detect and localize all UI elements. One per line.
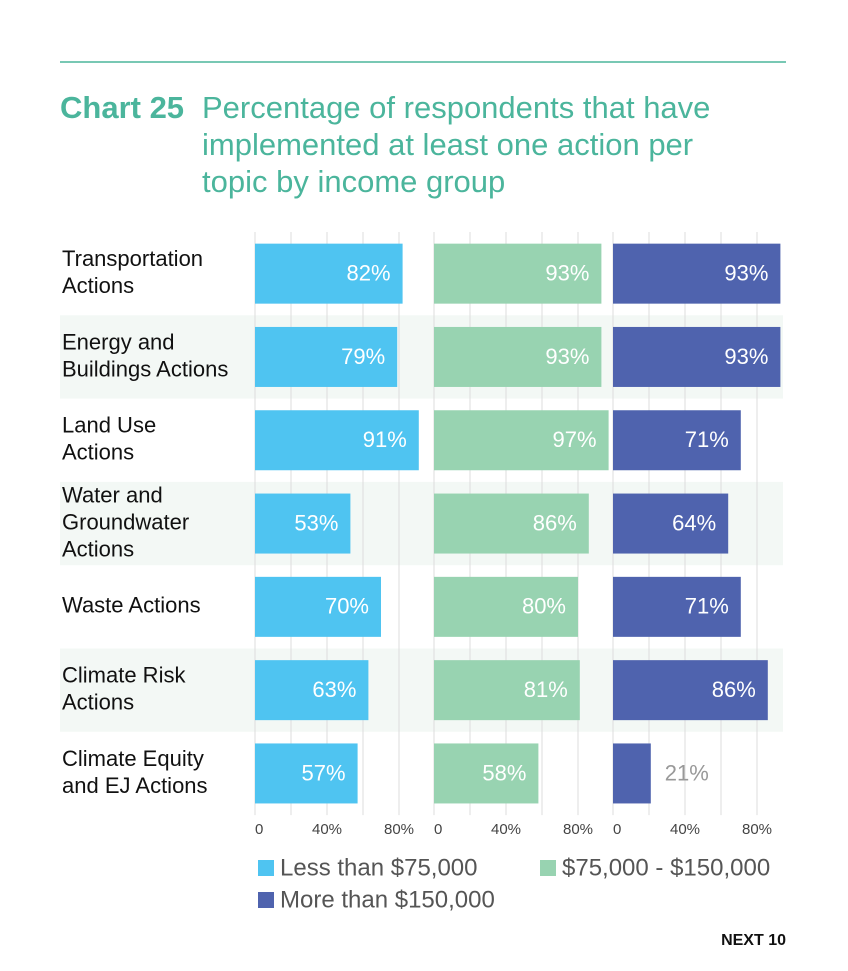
value-label: 93% xyxy=(545,344,589,369)
bar xyxy=(255,243,403,304)
chart-label: Chart 25 xyxy=(60,90,184,125)
bar xyxy=(613,576,741,637)
category-label: Transportation xyxy=(62,246,203,271)
value-label: 53% xyxy=(294,510,338,535)
value-label: 71% xyxy=(685,594,729,619)
x-tick-label: 80% xyxy=(563,821,593,838)
value-label: 58% xyxy=(482,760,526,785)
category-label: Buildings Actions xyxy=(62,356,228,381)
bar xyxy=(255,326,398,387)
category-label: Actions xyxy=(62,689,134,714)
value-label: 93% xyxy=(724,260,768,285)
value-label: 80% xyxy=(522,594,566,619)
value-label: 79% xyxy=(341,344,385,369)
bar xyxy=(613,243,781,304)
chart-title: Percentage of respondents that haveimple… xyxy=(202,90,710,199)
category-label: Waste Actions xyxy=(62,593,201,618)
bar xyxy=(613,660,768,721)
bar xyxy=(613,493,729,554)
bar xyxy=(613,743,651,804)
value-label: 71% xyxy=(685,427,729,452)
bar xyxy=(434,326,602,387)
x-tick-label: 80% xyxy=(384,821,414,838)
value-label: 21% xyxy=(665,760,709,785)
value-label: 91% xyxy=(363,427,407,452)
bar xyxy=(255,743,358,804)
title-line: implemented at least one action per xyxy=(202,127,693,162)
category-label: Water and xyxy=(62,482,163,507)
value-label: 63% xyxy=(312,677,356,702)
bar xyxy=(255,410,419,471)
x-tick-label: 40% xyxy=(491,821,521,838)
x-tick-label: 40% xyxy=(312,821,342,838)
value-label: 81% xyxy=(524,677,568,702)
category-label: Actions xyxy=(62,273,134,298)
value-label: 82% xyxy=(347,260,391,285)
x-tick-label: 0 xyxy=(613,821,621,838)
value-label: 86% xyxy=(712,677,756,702)
category-label: Land Use xyxy=(62,413,156,438)
bar xyxy=(255,576,381,637)
legend-swatch xyxy=(258,892,274,908)
bar xyxy=(613,410,741,471)
bar xyxy=(255,493,351,554)
bar xyxy=(434,576,578,637)
category-label: and EJ Actions xyxy=(62,773,208,798)
bar xyxy=(434,243,602,304)
legend-swatch xyxy=(540,860,556,876)
value-label: 86% xyxy=(533,510,577,535)
legend-swatch xyxy=(258,860,274,876)
title-line: topic by income group xyxy=(202,164,505,199)
title-line: Percentage of respondents that have xyxy=(202,90,710,125)
bar xyxy=(434,743,539,804)
legend-label: More than $150,000 xyxy=(280,886,495,913)
legend-label: Less than $75,000 xyxy=(280,854,478,881)
category-label: Groundwater xyxy=(62,509,189,534)
value-label: 93% xyxy=(724,344,768,369)
category-label: Actions xyxy=(62,536,134,561)
x-tick-label: 0 xyxy=(434,821,442,838)
value-label: 97% xyxy=(553,427,597,452)
x-tick-label: 0 xyxy=(255,821,263,838)
footer: NEXT 10 xyxy=(721,932,786,949)
category-label: Actions xyxy=(62,440,134,465)
bar xyxy=(434,410,609,471)
x-tick-label: 80% xyxy=(742,821,772,838)
value-label: 70% xyxy=(325,594,369,619)
bar xyxy=(255,660,369,721)
bar xyxy=(434,493,589,554)
legend-label: $75,000 - $150,000 xyxy=(562,854,770,881)
category-label: Energy and xyxy=(62,329,175,354)
value-label: 64% xyxy=(672,510,716,535)
value-label: 93% xyxy=(545,260,589,285)
category-label: Climate Risk xyxy=(62,662,186,687)
value-label: 57% xyxy=(302,760,346,785)
bar xyxy=(434,660,580,721)
bar xyxy=(613,326,781,387)
category-label: Climate Equity xyxy=(62,746,204,771)
x-tick-label: 40% xyxy=(670,821,700,838)
